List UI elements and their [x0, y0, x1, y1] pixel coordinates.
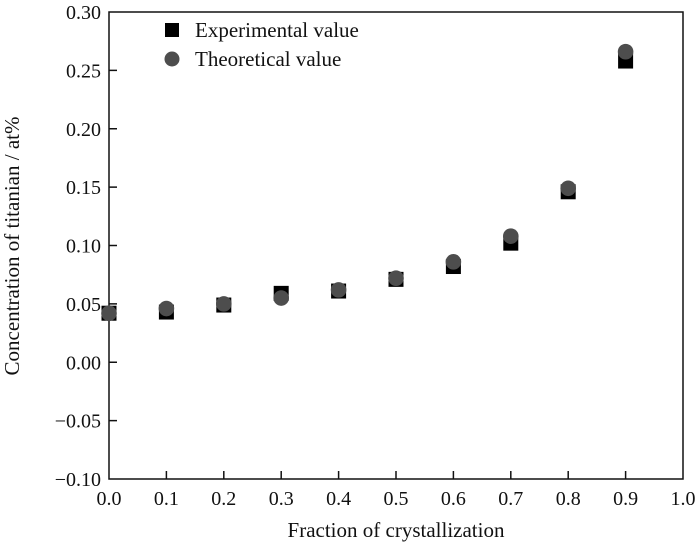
- y-axis-label: Concentration of titanian / at%: [0, 117, 24, 376]
- legend: Experimental value Theoretical value: [164, 18, 359, 71]
- x-axis-label: Fraction of crystallization: [288, 518, 505, 542]
- y-tick-label: −0.05: [55, 411, 101, 433]
- y-tick-label: 0.25: [66, 60, 101, 82]
- x-tick-label: 0.3: [269, 488, 294, 510]
- y-tick-label: 0.10: [66, 236, 101, 258]
- legend-marker-experimental: [165, 23, 179, 37]
- x-tick-label: 0.6: [441, 488, 466, 510]
- x-tick-label: 0.8: [556, 488, 581, 510]
- x-tick-label: 0.4: [326, 488, 351, 510]
- x-tick-label: 0.7: [498, 488, 523, 510]
- x-tick-label: 0.1: [154, 488, 179, 510]
- y-tick-label: −0.10: [55, 469, 101, 491]
- theoretical-point: [330, 282, 347, 298]
- x-tick-label: 1.0: [671, 488, 696, 510]
- x-tick-label: 0.0: [97, 488, 122, 510]
- theoretical-point: [273, 290, 290, 306]
- theoretical-point: [388, 270, 404, 286]
- theoretical-point: [101, 305, 117, 322]
- y-tick-label: 0.00: [66, 352, 101, 374]
- theoretical-point: [503, 228, 519, 244]
- x-tick-label: 0.5: [384, 488, 409, 510]
- x-tick-label: 0.2: [211, 488, 236, 510]
- theoretical-point: [560, 180, 576, 197]
- legend-label-experimental: Experimental value: [195, 18, 359, 42]
- data-points: [101, 43, 634, 322]
- plot-frame: [108, 11, 684, 480]
- y-axis: −0.10 −0.05 0.00 0.05 0.10 0.15 0.20 0.25 0.30: [55, 2, 117, 491]
- theoretical-point: [158, 300, 175, 317]
- y-tick-label: 0.20: [66, 119, 101, 141]
- y-tick-label: 0.15: [66, 177, 101, 199]
- theoretical-point: [617, 43, 634, 60]
- theoretical-point: [445, 254, 462, 270]
- legend-label-theoretical: Theoretical value: [195, 47, 341, 71]
- x-axis: 0.0 0.1 0.2 0.3 0.4 0.5 0.6 0.7 0.8 0.9 1.0: [97, 471, 696, 510]
- theoretical-point: [216, 296, 232, 312]
- y-tick-label: 0.30: [66, 2, 101, 24]
- legend-marker-theoretical: [164, 51, 180, 67]
- y-tick-label: 0.05: [66, 294, 101, 316]
- x-tick-label: 0.9: [613, 488, 638, 510]
